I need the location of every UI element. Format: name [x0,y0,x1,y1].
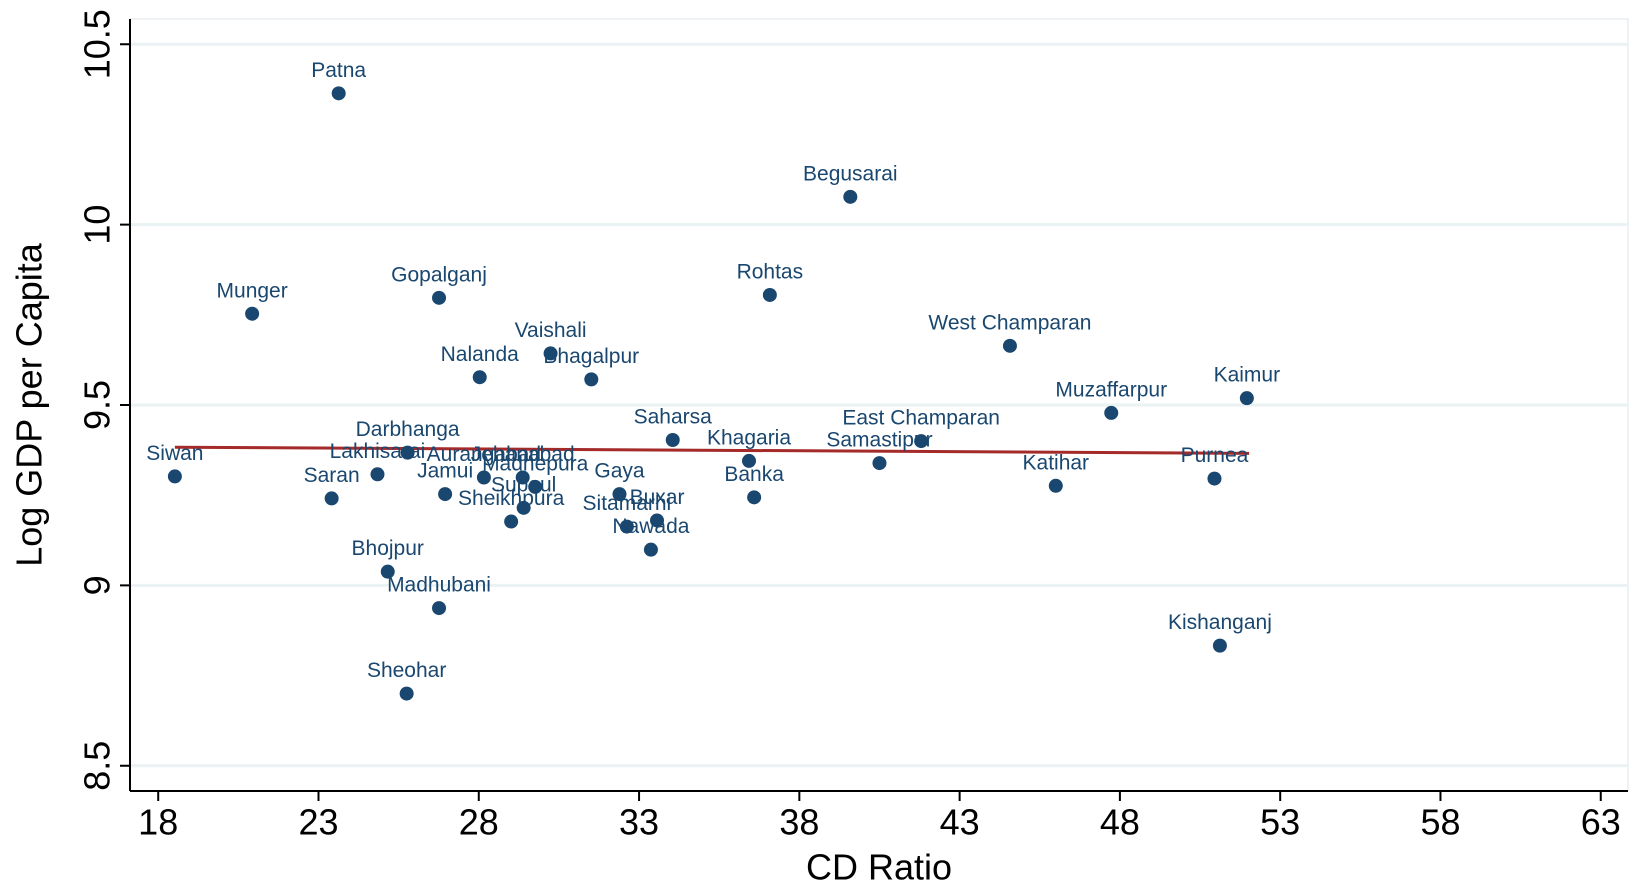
point [516,500,531,515]
point [472,370,487,385]
point-label: Bhagalpur [543,345,639,368]
fit-line [174,445,1250,455]
point [515,470,530,485]
y-tick-label: 10.5 [77,9,118,79]
point [1104,405,1119,420]
point-label: Vaishali [515,319,587,342]
point [619,519,634,534]
point-label: Lakhisarai [330,440,426,463]
point [528,479,543,494]
point [380,564,395,579]
point-label: Bhojpur [352,537,424,560]
point-label: Munger [217,279,288,302]
point [914,434,929,449]
point-label: Nawada [612,515,689,538]
y-tick-label: 9 [77,575,118,595]
point-label: Rohtas [737,261,804,284]
point-label: Kaimur [1214,364,1281,387]
y-tick-label: 10 [77,205,118,245]
point [400,445,415,460]
point-label: Sitamarhi [583,492,672,515]
point-label: Darbhanga [356,418,460,441]
point [432,601,447,616]
x-axis-title: CD Ratio [806,847,952,888]
x-tick-label: 28 [459,802,499,843]
x-tick-label: 23 [298,802,338,843]
point [1048,478,1063,493]
x-tick-label: 58 [1420,802,1460,843]
point [665,432,680,447]
x-tick-label: 18 [138,802,178,843]
point [872,456,887,471]
point-label: Muzaffarpur [1055,378,1167,401]
point [438,487,453,502]
point-label: Saran [304,464,360,487]
point-label: Gopalganj [391,263,487,286]
point-label: Sheikhpura [458,487,565,510]
point-label: Siwan [146,442,203,465]
point [1002,338,1017,353]
y-tick-label: 8.5 [77,741,118,791]
point [1239,391,1254,406]
point [1207,471,1222,486]
point [245,306,260,321]
x-tick-label: 38 [779,802,819,843]
point-label: Patna [311,59,366,82]
point [432,290,447,305]
point [331,86,346,101]
point-label: Begusarai [803,162,898,185]
point [747,490,762,505]
point-label: Purnea [1181,444,1249,467]
point [843,189,858,204]
point [650,513,665,528]
point-label: Katihar [1023,451,1090,474]
point [504,514,519,529]
point [167,469,182,484]
point-label: East Champaran [842,407,1000,430]
point-label: Kishanganj [1168,611,1272,634]
point-label: Jehanabad [471,443,575,466]
point-label: Madhubani [387,574,491,597]
point [324,491,339,506]
point-label: Jamui [417,460,473,483]
x-tick-label: 53 [1260,802,1300,843]
point-label: Supaul [491,473,556,496]
y-axis-title: Log GDP per Capita [9,242,50,567]
point-label: Khagaria [707,426,791,449]
point [476,470,491,485]
point [742,453,757,468]
x-tick-label: 63 [1581,802,1621,843]
point-label: Gaya [594,460,645,483]
point [1212,638,1227,653]
point-label: Nalanda [441,343,520,366]
point-label: Saharsa [634,406,713,429]
point [543,346,558,361]
point [612,487,627,502]
x-tick-label: 48 [1100,802,1140,843]
point-label: Banka [724,463,784,486]
x-tick-label: 43 [940,802,980,843]
x-tick-label: 33 [619,802,659,843]
point-label: Samastipur [826,429,932,452]
point [762,287,777,302]
point [370,467,385,482]
y-tick-label: 9.5 [77,380,118,430]
point [584,372,599,387]
point-label: Sheohar [367,659,446,682]
point-label: Buxar [630,486,685,509]
point-label: West Champaran [928,311,1091,334]
point-label: Aurangabad [427,443,541,466]
point [399,686,414,701]
point-label: Madhepura [482,452,589,475]
point [643,542,658,557]
